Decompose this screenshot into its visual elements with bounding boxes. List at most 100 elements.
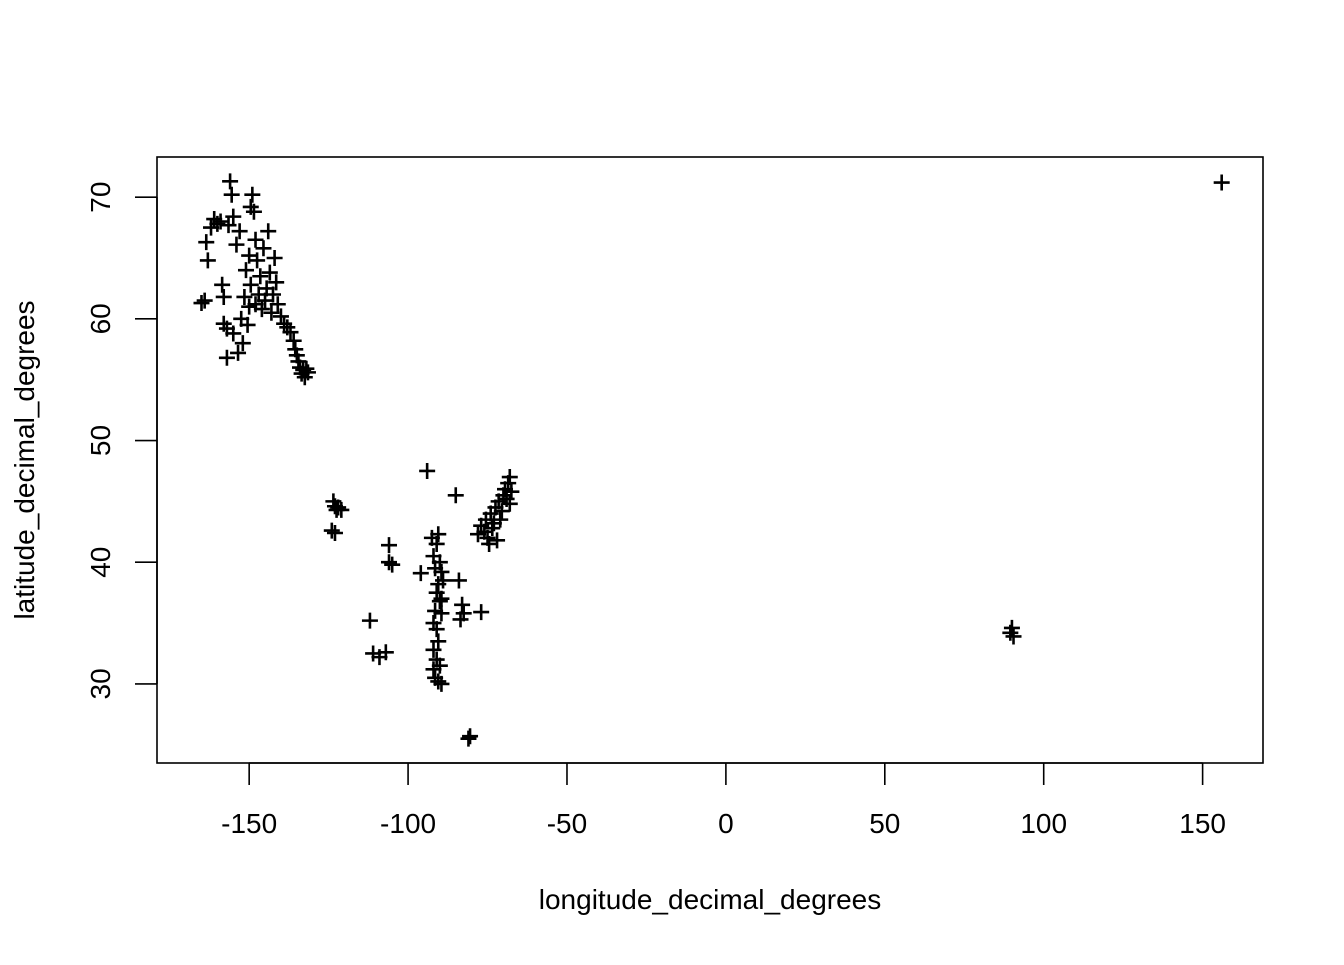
- data-point: [503, 483, 520, 500]
- data-point: [223, 186, 240, 203]
- data-point: [298, 360, 315, 377]
- x-tick-label: 50: [869, 808, 900, 839]
- y-axis-label: latitude_decimal_degrees: [9, 300, 40, 619]
- data-point: [433, 563, 450, 580]
- data-point: [431, 657, 448, 674]
- data-point: [268, 274, 285, 291]
- data-point: [234, 335, 251, 352]
- data-point: [212, 213, 229, 230]
- data-point: [263, 304, 280, 321]
- data-point: [285, 332, 302, 349]
- data-points: [193, 173, 1230, 747]
- y-axis: 30 40 50 60 70: [85, 182, 158, 699]
- data-point: [261, 264, 278, 281]
- y-tick-label: 40: [85, 547, 116, 578]
- data-point: [381, 537, 398, 554]
- x-tick-label: 0: [718, 808, 734, 839]
- data-point: [225, 208, 242, 225]
- x-axis-label: longitude_decimal_degrees: [539, 884, 881, 915]
- data-point: [193, 295, 210, 312]
- data-point: [433, 675, 450, 692]
- data-point: [419, 462, 436, 479]
- data-point: [412, 565, 429, 582]
- data-point: [236, 288, 253, 305]
- data-point: [282, 324, 299, 341]
- data-point: [501, 495, 518, 512]
- data-point: [214, 276, 231, 293]
- data-point: [249, 252, 266, 269]
- x-tick-label: 100: [1020, 808, 1067, 839]
- data-point: [501, 469, 518, 486]
- y-tick-label: 60: [85, 303, 116, 334]
- data-point: [218, 349, 235, 366]
- data-point: [361, 612, 378, 629]
- x-axis: -150 -100 -50 0 50 100 150: [221, 762, 1226, 839]
- data-point: [1213, 174, 1230, 191]
- data-point: [255, 240, 272, 257]
- data-point: [450, 572, 467, 589]
- x-tick-label: -100: [380, 808, 436, 839]
- data-point: [247, 231, 264, 248]
- data-point: [239, 316, 256, 333]
- y-tick-label: 70: [85, 182, 116, 213]
- data-point: [231, 223, 248, 240]
- data-point: [431, 554, 448, 571]
- x-tick-label: 150: [1179, 808, 1226, 839]
- data-point: [473, 604, 490, 621]
- data-point: [433, 590, 450, 607]
- data-point: [198, 234, 215, 251]
- data-point: [215, 288, 232, 305]
- data-point: [266, 250, 283, 266]
- data-point: [433, 605, 450, 622]
- data-point: [245, 203, 262, 220]
- data-point: [196, 292, 213, 309]
- data-point: [384, 556, 401, 573]
- data-point: [326, 525, 343, 542]
- data-point: [460, 730, 477, 747]
- data-point: [244, 186, 261, 203]
- data-point: [225, 325, 242, 342]
- data-point: [260, 223, 277, 240]
- data-point: [452, 611, 469, 628]
- data-point: [272, 308, 289, 325]
- data-point: [462, 728, 479, 745]
- data-point: [253, 301, 270, 318]
- data-point: [428, 535, 445, 552]
- data-point: [220, 217, 237, 234]
- data-point: [323, 522, 340, 539]
- data-point: [242, 276, 259, 293]
- y-tick-label: 50: [85, 425, 116, 456]
- data-point: [430, 633, 447, 650]
- data-point: [481, 535, 498, 552]
- x-tick-label: -150: [221, 808, 277, 839]
- data-point: [377, 644, 394, 661]
- data-point: [425, 641, 442, 658]
- data-point: [1003, 619, 1020, 636]
- data-point: [299, 364, 316, 381]
- plot-frame: [156, 156, 1264, 764]
- y-tick-label: 30: [85, 668, 116, 699]
- data-point: [428, 621, 445, 638]
- data-point: [237, 262, 254, 279]
- data-point: [276, 315, 293, 332]
- data-point: [265, 286, 282, 303]
- data-point: [269, 296, 286, 313]
- data-point: [199, 252, 216, 269]
- data-point: [333, 501, 350, 518]
- data-point: [492, 511, 509, 528]
- data-point: [489, 532, 506, 549]
- data-point: [430, 673, 447, 690]
- data-point: [454, 596, 471, 613]
- data-point: [228, 236, 245, 253]
- data-point: [493, 503, 510, 520]
- data-point: [230, 344, 247, 361]
- data-point: [430, 526, 447, 543]
- data-point: [447, 487, 464, 504]
- data-point: [252, 268, 269, 285]
- data-point: [430, 576, 447, 593]
- x-tick-label: -50: [547, 808, 587, 839]
- data-point: [330, 499, 347, 516]
- data-point: [222, 173, 239, 190]
